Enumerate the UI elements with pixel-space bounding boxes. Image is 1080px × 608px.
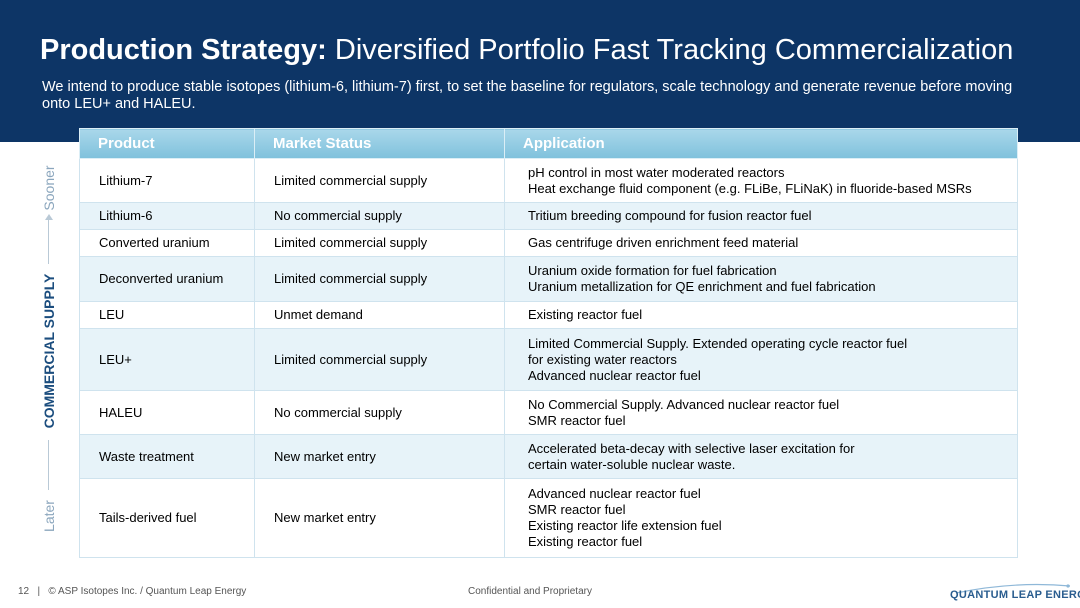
table-row: LEU+ Limited commercial supply Limited Com…: [79, 328, 1018, 391]
page-title: Production Strategy: Diversified Portfol…: [40, 34, 1013, 67]
page-title-rest: Diversified Portfolio Fast Tracking Comm…: [326, 34, 1014, 66]
application-line: SMR reactor fuel: [528, 502, 626, 517]
timeline-line-upper: [48, 218, 49, 264]
application-line: Existing reactor fuel: [528, 307, 643, 322]
cell-application: Existing reactor fuel: [504, 301, 1018, 329]
table-row: Lithium-7 Limited commercial supply pH con…: [79, 158, 1018, 203]
cell-market-status: Limited commercial supply: [254, 256, 505, 302]
column-header-application: Application: [504, 128, 1018, 159]
table-row: Lithium-6 No commercial supply Tritium bre…: [79, 202, 1018, 230]
cell-market-status: Limited commercial supply: [254, 328, 505, 391]
application-line: Gas centrifuge driven enrichment feed ma…: [528, 235, 799, 250]
header-banner: Production Strategy: Diversified Portfol…: [0, 0, 1080, 142]
application-line: certain water-soluble nuclear waste.: [528, 456, 736, 472]
application-line: Existing reactor life extension fuel: [528, 518, 722, 533]
table-row: Waste treatment New market entry Accelerat…: [79, 434, 1018, 479]
footer-left: 12 | © ASP Isotopes Inc. / Quantum Leap …: [18, 586, 246, 597]
table-row: Converted uranium Limited commercial supp…: [79, 229, 1018, 257]
timeline-commercial-supply-label: COMMERCIAL SUPPLY: [41, 273, 57, 429]
cell-market-status: New market entry: [254, 434, 505, 479]
page-title-bold: Production Strategy:: [40, 34, 327, 66]
cell-product: HALEU: [79, 390, 255, 435]
application-line: Uranium metallization for QE enrichment …: [528, 279, 876, 294]
table-row: HALEU No commercial supply No Commercial S…: [79, 390, 1018, 435]
page-subtitle: We intend to produce stable isotopes (li…: [42, 79, 1013, 112]
cell-application: pH control in most water moderated react…: [504, 158, 1018, 203]
cell-market-status: Unmet demand: [254, 301, 505, 329]
table-header-row: Product Market Status Application: [79, 128, 1018, 159]
cell-application: Advanced nuclear reactor fuel SMR reactor…: [504, 478, 1018, 558]
application-line: Advanced nuclear reactor fuel: [528, 486, 701, 501]
application-line: SMR reactor fuel: [528, 412, 626, 428]
cell-application: Accelerated beta-decay with selective la…: [504, 434, 1018, 479]
cell-product: Converted uranium: [79, 229, 255, 257]
cell-product: Lithium-6: [79, 202, 255, 230]
footer-copyright: © ASP Isotopes Inc. / Quantum Leap Energ…: [48, 586, 247, 597]
cell-product: LEU: [79, 301, 255, 329]
timeline-arrow-up-icon: [45, 214, 53, 220]
cell-product: Waste treatment: [79, 434, 255, 479]
cell-market-status: No commercial supply: [254, 390, 505, 435]
cell-application: Limited Commercial Supply. Extended oper…: [504, 328, 1018, 391]
application-line: Uranium oxide formation for fuel fabrica…: [528, 263, 777, 278]
application-line: Heat exchange fluid component (e.g. FLiB…: [528, 180, 972, 196]
timeline-sooner-label: Sooner: [41, 165, 57, 211]
cell-application: Tritium breeding compound for fusion rea…: [504, 202, 1018, 230]
column-header-product: Product: [79, 128, 255, 159]
table-row: Tails-derived fuel New market entry Advanc…: [79, 478, 1018, 558]
footer-separator: |: [37, 586, 41, 597]
logo-text: QUANTUM LEAP ENERGY: [950, 589, 1080, 601]
timeline-line-lower: [48, 440, 49, 490]
application-line: Advanced nuclear reactor fuel: [528, 367, 701, 383]
application-line: pH control in most water moderated react…: [528, 164, 785, 180]
cell-product: Deconverted uranium: [79, 256, 255, 302]
cell-product: Tails-derived fuel: [79, 478, 255, 558]
application-line: Tritium breeding compound for fusion rea…: [528, 208, 812, 223]
application-line: for existing water reactors: [528, 351, 677, 367]
company-logo: QUANTUM LEAP ENERGY: [950, 583, 1080, 603]
cell-product: Lithium-7: [79, 158, 255, 203]
application-line: Existing reactor fuel: [528, 534, 643, 549]
timeline-later-label: Later: [41, 500, 57, 532]
application-line: Accelerated beta-decay with selective la…: [528, 440, 855, 456]
column-header-market-status: Market Status: [254, 128, 505, 159]
commercial-supply-timeline: Sooner COMMERCIAL SUPPLY Later: [31, 160, 67, 540]
cell-product: LEU+: [79, 328, 255, 391]
application-line: No Commercial Supply. Advanced nuclear r…: [528, 396, 840, 412]
cell-market-status: New market entry: [254, 478, 505, 558]
logo-swoosh-icon: [955, 583, 1071, 594]
product-table-container: Product Market Status Application Lithiu…: [79, 128, 1018, 558]
cell-application: No Commercial Supply. Advanced nuclear r…: [504, 390, 1018, 435]
table-row: LEU Unmet demand Existing reactor fuel: [79, 301, 1018, 329]
cell-application: Uranium oxide formation for fuel fabrica…: [504, 256, 1018, 302]
table-row: Deconverted uranium Limited commercial su…: [79, 256, 1018, 302]
application-line: Limited Commercial Supply. Extended oper…: [528, 335, 908, 351]
footer-confidential: Confidential and Proprietary: [468, 586, 592, 597]
cell-market-status: Limited commercial supply: [254, 158, 505, 203]
cell-application: Gas centrifuge driven enrichment feed ma…: [504, 229, 1018, 257]
product-table: Product Market Status Application Lithiu…: [79, 128, 1018, 558]
cell-market-status: No commercial supply: [254, 202, 505, 230]
cell-market-status: Limited commercial supply: [254, 229, 505, 257]
page-number: 12: [18, 586, 30, 597]
table-body: Lithium-7 Limited commercial supply pH con…: [79, 158, 1018, 558]
